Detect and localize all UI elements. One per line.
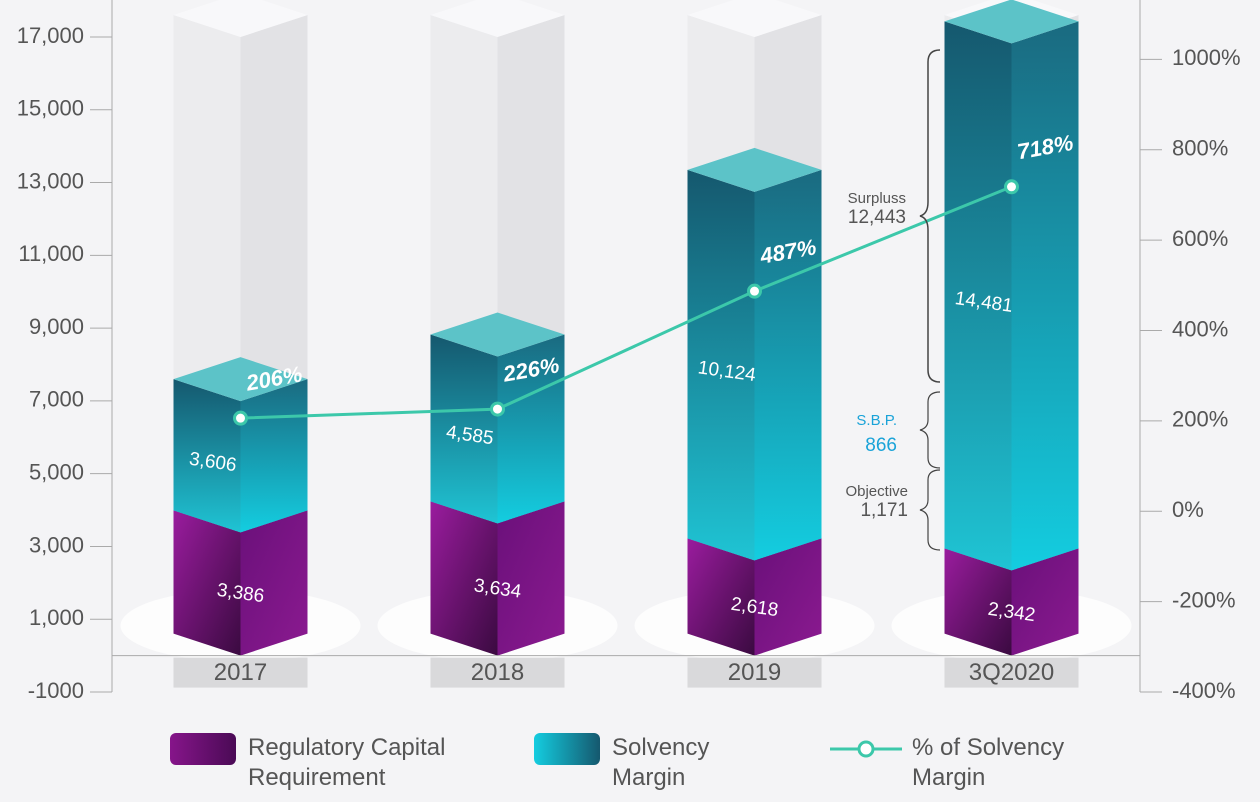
bar-left: [430, 334, 498, 524]
legend-swatch: [830, 740, 902, 758]
y-tick-label: -1000: [28, 678, 84, 703]
legend-swatch: [170, 733, 236, 765]
line-marker: [490, 401, 505, 417]
y-tick-label: 13,000: [17, 168, 84, 193]
y-tick-label: 11,000: [18, 241, 84, 266]
bar-right: [240, 379, 308, 533]
bar-right: [1011, 548, 1079, 656]
legend-marker: [857, 740, 875, 758]
annotation-text: 12,443: [847, 207, 906, 228]
ghost-bar-top: [430, 0, 565, 37]
x-tick-label: 3Q2020: [969, 659, 1054, 686]
legend-label: % of Solvency Margin: [912, 734, 1065, 791]
bar-left: [687, 538, 755, 656]
line-marker: [747, 283, 762, 299]
bar-right: [754, 169, 822, 561]
x-label-box: [944, 657, 1079, 688]
annotation-title: Objective: [845, 483, 908, 500]
y2-tick-label: 400%: [1172, 316, 1228, 341]
ghost-bar-top: [687, 0, 822, 37]
bar-top: [687, 147, 822, 192]
bar-left: [173, 510, 241, 656]
y-tick-label: 1,000: [29, 605, 84, 630]
brace: [919, 391, 941, 469]
bar-left: [430, 501, 498, 656]
brace: [919, 49, 941, 383]
y2-tick-label: 0%: [1172, 497, 1204, 522]
x-label-box: [173, 657, 308, 688]
bar: [430, 312, 565, 524]
y-tick-label: 17,000: [17, 23, 84, 48]
brace: [919, 469, 941, 551]
y2-tick-label: 800%: [1172, 136, 1228, 161]
bar-right: [1011, 21, 1079, 571]
ghost-bar-top: [173, 0, 308, 37]
legend-label: Solvency Margin: [612, 734, 710, 791]
x-tick-label: 2019: [728, 659, 781, 686]
bar-right: [754, 538, 822, 656]
y2-tick-label: 1000%: [1172, 45, 1241, 70]
y-tick-label: 15,000: [17, 96, 84, 121]
x-label-box: [687, 657, 822, 688]
bar: [944, 0, 1079, 571]
annotation: S.B.P. 866: [800, 412, 897, 457]
annotation: Surpluss 12,443: [800, 190, 906, 229]
bar-left: [944, 548, 1012, 656]
annotation-title: Surpluss: [847, 190, 906, 207]
bar-left: [687, 169, 755, 561]
x-label-box: [430, 657, 565, 688]
bar-top: [430, 312, 565, 357]
bar-right: [240, 510, 308, 656]
annotation-title: S.B.P.: [856, 412, 897, 429]
bar-right: [497, 501, 565, 656]
bar: [687, 147, 822, 561]
line: [240, 185, 1013, 420]
line-marker: [1004, 179, 1019, 195]
legend-swatch: [534, 733, 600, 765]
bar-top: [944, 0, 1079, 44]
y2-tick-label: 600%: [1172, 226, 1228, 251]
legend-label: Regulatory Capital Requirement: [248, 734, 446, 791]
y2-tick-label: -200%: [1172, 587, 1236, 612]
x-tick-label: 2018: [471, 659, 524, 686]
bar-left: [944, 21, 1012, 571]
annotation: Objective 1,171: [800, 483, 908, 522]
y-tick-label: 7,000: [29, 387, 84, 412]
y-tick-label: 9,000: [29, 314, 84, 339]
bar-top: [173, 357, 308, 402]
y2-tick-label: 200%: [1172, 407, 1228, 432]
y-tick-label: 5,000: [29, 459, 84, 484]
annotation-text: 866: [865, 435, 897, 456]
x-tick-label: 2017: [214, 659, 267, 686]
annotation-text: 1,171: [860, 500, 908, 521]
y2-tick-label: -400%: [1172, 678, 1236, 703]
bar-left: [173, 379, 241, 533]
line-marker: [233, 410, 248, 426]
y-tick-label: 3,000: [29, 532, 84, 557]
bar-right: [497, 334, 565, 524]
